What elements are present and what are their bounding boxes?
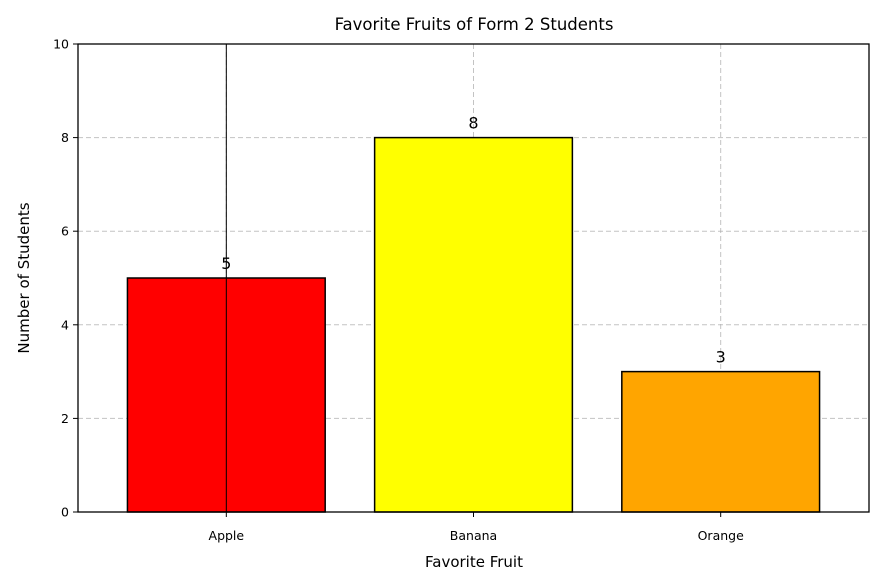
ticks-layer: 0 2 4 6 8 10 Apple Banana Orange	[53, 37, 744, 544]
y-tick-label: 4	[61, 317, 69, 332]
data-label-orange: 3	[716, 348, 726, 367]
bar-banana	[373, 136, 574, 513]
bar-orange	[621, 370, 821, 513]
data-label-apple: 5	[221, 254, 231, 273]
y-tick-label: 10	[53, 37, 69, 52]
y-tick-label: 2	[61, 411, 69, 426]
y-tick-label: 6	[61, 224, 69, 239]
x-tick-label: Banana	[450, 528, 497, 543]
data-labels-layer: 5 8 3	[221, 114, 726, 367]
x-tick-label: Apple	[209, 528, 245, 543]
y-tick-label: 8	[61, 130, 69, 145]
bars-layer	[126, 136, 821, 513]
x-tick-label: Orange	[698, 528, 744, 543]
x-axis-label: Favorite Fruit	[425, 553, 523, 571]
chart-title: Favorite Fruits of Form 2 Students	[335, 15, 614, 34]
data-label-banana: 8	[468, 114, 478, 133]
y-tick-label: 0	[61, 505, 69, 520]
y-axis-label: Number of Students	[15, 202, 33, 353]
